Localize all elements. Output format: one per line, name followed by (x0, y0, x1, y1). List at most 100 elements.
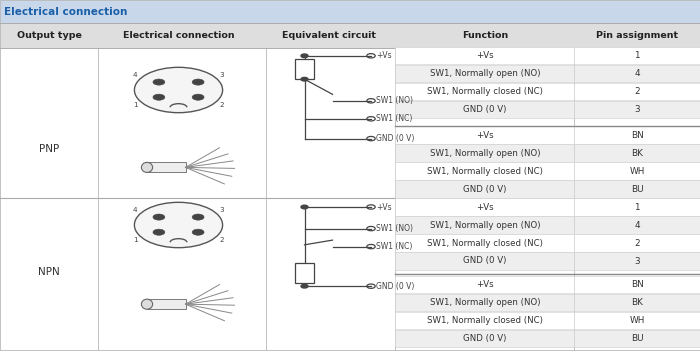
FancyBboxPatch shape (395, 294, 574, 311)
FancyBboxPatch shape (574, 234, 700, 252)
Text: +Vs: +Vs (376, 51, 391, 60)
FancyBboxPatch shape (574, 216, 700, 234)
Text: SW1, Normally open (NO): SW1, Normally open (NO) (430, 149, 540, 158)
Text: SW1, Normally open (NO): SW1, Normally open (NO) (430, 220, 540, 230)
FancyBboxPatch shape (0, 0, 700, 23)
Text: SW1 (NC): SW1 (NC) (376, 242, 412, 251)
Circle shape (192, 94, 204, 100)
Circle shape (301, 205, 308, 209)
Text: 3: 3 (220, 72, 224, 78)
Text: GND (0 V): GND (0 V) (463, 185, 507, 194)
FancyBboxPatch shape (395, 312, 574, 329)
Text: GND (0 V): GND (0 V) (463, 105, 507, 114)
FancyBboxPatch shape (574, 312, 700, 329)
Text: SW1 (NC): SW1 (NC) (376, 114, 412, 123)
Text: 4: 4 (133, 72, 137, 78)
Text: BU: BU (631, 185, 643, 194)
Text: SW1, Normally closed (NC): SW1, Normally closed (NC) (427, 87, 543, 96)
FancyBboxPatch shape (574, 198, 700, 216)
FancyBboxPatch shape (395, 144, 574, 162)
FancyBboxPatch shape (574, 162, 700, 180)
FancyBboxPatch shape (395, 198, 574, 216)
Circle shape (153, 79, 165, 85)
Text: 3: 3 (634, 105, 640, 114)
Text: 1: 1 (634, 202, 640, 212)
Circle shape (301, 54, 308, 58)
Text: SW1, Normally closed (NC): SW1, Normally closed (NC) (427, 239, 543, 248)
FancyBboxPatch shape (295, 263, 314, 283)
Text: BU: BU (631, 334, 643, 343)
Text: 4: 4 (634, 69, 640, 78)
Circle shape (301, 77, 308, 81)
Circle shape (134, 67, 223, 113)
Text: GND (0 V): GND (0 V) (376, 282, 414, 291)
FancyBboxPatch shape (395, 234, 574, 252)
FancyBboxPatch shape (395, 101, 574, 118)
Circle shape (134, 202, 223, 248)
Circle shape (153, 94, 165, 100)
Text: GND (0 V): GND (0 V) (376, 134, 414, 143)
Text: Output type: Output type (17, 31, 81, 40)
Circle shape (153, 214, 165, 220)
FancyBboxPatch shape (574, 65, 700, 82)
FancyBboxPatch shape (574, 294, 700, 311)
Text: BN: BN (631, 280, 643, 289)
Text: 3: 3 (634, 256, 640, 266)
Text: Pin assignment: Pin assignment (596, 31, 678, 40)
Text: WH: WH (629, 166, 645, 176)
Text: 3: 3 (220, 207, 224, 213)
Text: SW1, Normally open (NO): SW1, Normally open (NO) (430, 69, 540, 78)
Text: +Vs: +Vs (376, 202, 391, 212)
FancyBboxPatch shape (574, 252, 700, 270)
FancyBboxPatch shape (574, 83, 700, 100)
FancyBboxPatch shape (295, 59, 314, 79)
FancyBboxPatch shape (574, 276, 700, 293)
Text: 2: 2 (634, 239, 640, 248)
Text: 1: 1 (634, 51, 640, 60)
Text: Equivalent circuit: Equivalent circuit (282, 31, 376, 40)
Text: 1: 1 (133, 103, 137, 108)
Text: +Vs: +Vs (476, 131, 494, 140)
Text: GND (0 V): GND (0 V) (463, 256, 507, 266)
Text: 4: 4 (634, 220, 640, 230)
Text: BN: BN (631, 131, 643, 140)
FancyBboxPatch shape (147, 299, 186, 309)
FancyBboxPatch shape (395, 252, 574, 270)
Text: GND (0 V): GND (0 V) (463, 334, 507, 343)
FancyBboxPatch shape (0, 23, 700, 48)
Text: 4: 4 (133, 207, 137, 213)
Text: Function: Function (462, 31, 508, 40)
Text: 2: 2 (220, 238, 224, 243)
FancyBboxPatch shape (395, 65, 574, 82)
Circle shape (192, 79, 204, 85)
Text: SW1 (NO): SW1 (NO) (376, 224, 413, 233)
Text: +Vs: +Vs (476, 51, 494, 60)
Text: NPN: NPN (38, 267, 60, 277)
Circle shape (301, 284, 308, 288)
Text: SW1, Normally closed (NC): SW1, Normally closed (NC) (427, 166, 543, 176)
Circle shape (153, 229, 165, 235)
Text: SW1, Normally open (NO): SW1, Normally open (NO) (430, 298, 540, 307)
Text: SW1, Normally closed (NC): SW1, Normally closed (NC) (427, 316, 543, 325)
FancyBboxPatch shape (574, 330, 700, 347)
Text: SW1 (NO): SW1 (NO) (376, 96, 413, 105)
FancyBboxPatch shape (574, 144, 700, 162)
FancyBboxPatch shape (395, 330, 574, 347)
Text: 2: 2 (220, 103, 224, 108)
FancyBboxPatch shape (395, 216, 574, 234)
Text: 2: 2 (634, 87, 640, 96)
Text: 1: 1 (133, 238, 137, 243)
FancyBboxPatch shape (574, 126, 700, 144)
Text: Electrical connection: Electrical connection (4, 6, 127, 17)
FancyBboxPatch shape (395, 180, 574, 198)
FancyBboxPatch shape (574, 101, 700, 118)
Text: +Vs: +Vs (476, 280, 494, 289)
Text: PNP: PNP (39, 144, 59, 154)
FancyBboxPatch shape (395, 276, 574, 293)
FancyBboxPatch shape (147, 162, 186, 172)
FancyBboxPatch shape (395, 126, 574, 144)
FancyBboxPatch shape (395, 47, 574, 64)
Text: Electrical connection: Electrical connection (122, 31, 234, 40)
Circle shape (192, 229, 204, 235)
Text: +Vs: +Vs (476, 202, 494, 212)
